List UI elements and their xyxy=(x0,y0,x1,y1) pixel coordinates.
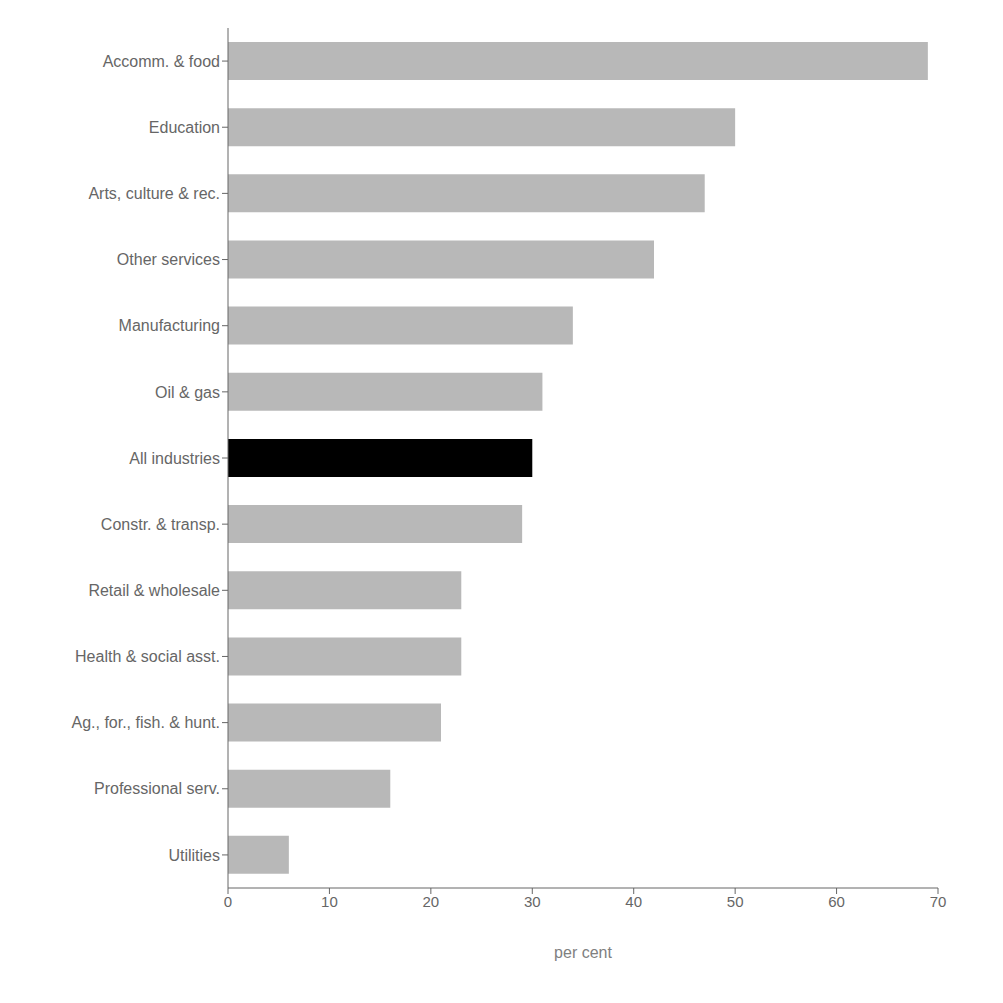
svg-text:Utilities: Utilities xyxy=(168,847,220,864)
svg-text:Accomm. & food: Accomm. & food xyxy=(103,53,220,70)
svg-text:10: 10 xyxy=(321,893,338,910)
svg-text:Professional serv.: Professional serv. xyxy=(94,780,220,797)
svg-text:0: 0 xyxy=(224,893,232,910)
svg-text:Other services: Other services xyxy=(117,251,220,268)
svg-text:Education: Education xyxy=(149,119,220,136)
svg-text:40: 40 xyxy=(625,893,642,910)
svg-text:60: 60 xyxy=(828,893,845,910)
svg-text:Health & social asst.: Health & social asst. xyxy=(75,648,220,665)
svg-text:50: 50 xyxy=(727,893,744,910)
svg-text:Arts, culture & rec.: Arts, culture & rec. xyxy=(88,185,220,202)
svg-text:70: 70 xyxy=(930,893,947,910)
svg-text:Constr. & transp.: Constr. & transp. xyxy=(101,516,220,533)
svg-text:Manufacturing: Manufacturing xyxy=(119,317,220,334)
svg-text:Retail & wholesale: Retail & wholesale xyxy=(88,582,220,599)
svg-text:Ag., for., fish. & hunt.: Ag., for., fish. & hunt. xyxy=(71,714,220,731)
svg-text:All industries: All industries xyxy=(129,450,220,467)
svg-text:20: 20 xyxy=(423,893,440,910)
svg-text:Oil & gas: Oil & gas xyxy=(155,384,220,401)
svg-text:30: 30 xyxy=(524,893,541,910)
svg-text:per cent: per cent xyxy=(554,944,612,961)
